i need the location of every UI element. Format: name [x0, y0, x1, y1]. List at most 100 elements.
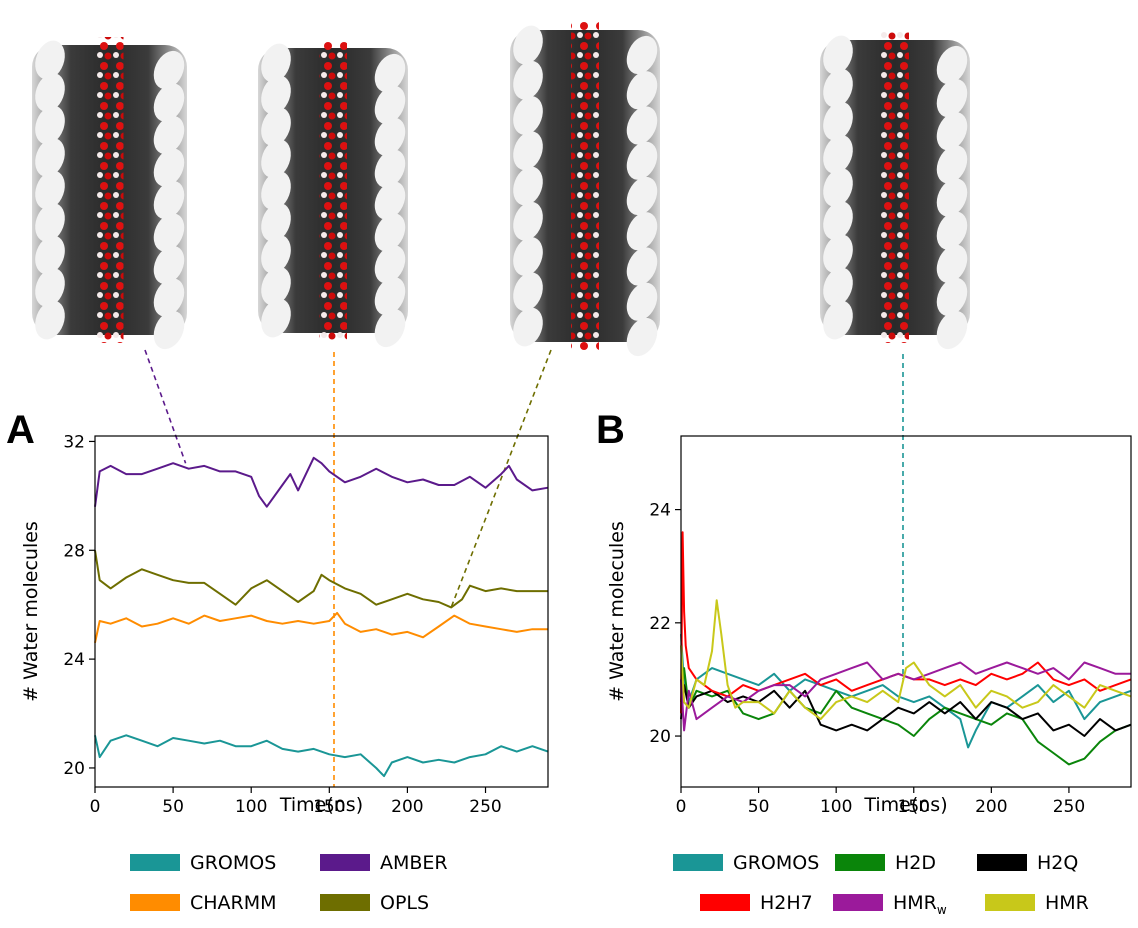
legend-swatch — [130, 894, 180, 911]
y-tick-label: 20 — [649, 727, 671, 747]
legend-label: H2H7 — [760, 892, 813, 914]
x-tick-label: 250 — [1053, 797, 1085, 817]
surface-blob — [936, 277, 968, 316]
series-h2h7 — [680, 531, 1132, 714]
y-axis-label: # Water molecules — [606, 521, 628, 702]
series-h2q — [680, 684, 1132, 737]
surface-blob — [374, 85, 406, 124]
x-tick-label: 0 — [676, 797, 687, 817]
surface-blob — [513, 237, 543, 276]
surface-blob — [823, 101, 853, 141]
surface-blob — [823, 234, 853, 274]
surface-blob — [626, 176, 658, 216]
surface-blob — [823, 300, 853, 340]
surface-blob — [823, 168, 853, 207]
surface-blob — [153, 50, 185, 90]
legend-a: GROMOS AMBER CHARMM OPLS — [130, 852, 448, 914]
surface-blob — [35, 235, 65, 275]
panel-a-letter: A — [6, 408, 35, 452]
legend-label: H2D — [895, 852, 936, 874]
surface-blob — [626, 106, 658, 145]
y-tick-label: 22 — [649, 614, 671, 634]
surface-blob — [374, 277, 406, 316]
surface-blob — [153, 115, 185, 155]
surface-blob — [261, 171, 291, 210]
surface-blob — [626, 71, 658, 110]
callout-line — [450, 349, 552, 608]
y-tick-label: 24 — [649, 501, 671, 521]
legend-swatch — [320, 854, 370, 871]
x-tick-label: 200 — [391, 797, 423, 817]
legend-b: GROMOS H2D H2Q H2H7 HMRw HMR — [673, 852, 1089, 917]
series-gromos — [680, 634, 1132, 749]
surface-blob — [261, 43, 291, 83]
surface-blob — [626, 247, 658, 286]
surface-blob — [513, 166, 543, 206]
surface-blob — [374, 181, 406, 220]
legend-label: OPLS — [380, 892, 429, 914]
legend-label: CHARMM — [190, 892, 277, 914]
legend-label: GROMOS — [190, 852, 276, 874]
legend-swatch — [320, 894, 370, 911]
surface-blob — [261, 266, 291, 306]
series-amber — [94, 456, 549, 508]
x-tick-label: 150 — [898, 797, 930, 817]
surface-blob — [374, 245, 406, 284]
x-tick-label: 0 — [90, 797, 101, 817]
legend-swatch — [673, 854, 723, 871]
x-axis-label: Time(ns) — [279, 794, 363, 816]
legend-label: H2Q — [1037, 852, 1078, 874]
surface-blob — [374, 213, 406, 252]
panel-b-chart: 0 50 100 150 200 250 20 22 24 Time(ns) # Water mol… — [606, 435, 1132, 817]
surface-blob — [936, 244, 968, 283]
surface-blob — [513, 25, 543, 65]
surface-blob — [626, 35, 658, 75]
surface-blob — [823, 134, 853, 174]
molecular-snapshots — [32, 22, 970, 357]
surface-blob — [261, 107, 291, 147]
legend-label: HMR — [1045, 892, 1089, 914]
surface-blob — [261, 75, 291, 115]
surface-blob — [513, 131, 543, 171]
y-tick-label: 28 — [63, 541, 85, 561]
surface-blob — [936, 211, 968, 250]
surface-blob — [35, 105, 65, 145]
surface-blob — [35, 170, 65, 210]
y-tick-label: 20 — [63, 759, 85, 779]
series-hmr — [680, 599, 1132, 721]
surface-blob — [153, 310, 185, 350]
surface-blob — [261, 298, 291, 338]
snapshot-4 — [820, 32, 970, 350]
surface-blob — [936, 145, 968, 184]
x-tick-label: 100 — [820, 797, 852, 817]
surface-blob — [153, 245, 185, 285]
surface-blob — [35, 73, 65, 112]
y-tick-label: 32 — [63, 432, 85, 452]
legend-label: HMRw — [893, 892, 947, 917]
water-chain — [881, 32, 909, 343]
surface-blob — [823, 68, 853, 108]
snapshot-1 — [32, 37, 187, 350]
surface-blob — [626, 212, 658, 251]
surface-blob — [261, 202, 291, 242]
snapshot-3 — [510, 22, 660, 357]
surface-blob — [153, 148, 185, 187]
surface-blob — [153, 83, 185, 122]
surface-blob — [626, 141, 658, 180]
surface-blob — [626, 317, 658, 357]
surface-blob — [936, 310, 968, 350]
callout-line — [144, 349, 187, 464]
surface-blob — [513, 272, 543, 312]
y-tick-label: 24 — [63, 650, 85, 670]
legend-subscript: w — [937, 903, 947, 917]
x-tick-label: 250 — [469, 797, 501, 817]
surface-blob — [153, 180, 185, 220]
surface-blob — [153, 278, 185, 317]
callout-lines — [144, 349, 904, 787]
surface-blob — [35, 138, 65, 177]
x-axis-label: Time(ns) — [863, 794, 947, 816]
surface-blob — [936, 79, 968, 118]
surface-blob — [261, 234, 291, 274]
legend-swatch — [700, 894, 750, 911]
